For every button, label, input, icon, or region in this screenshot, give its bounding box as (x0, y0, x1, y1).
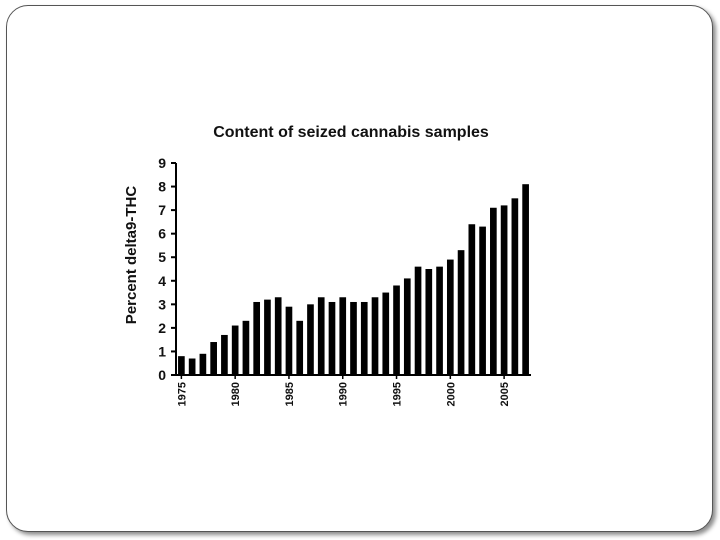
bar (393, 285, 400, 375)
bar (500, 205, 508, 375)
y-tick-label: 5 (158, 249, 166, 265)
y-tick-label: 7 (158, 202, 166, 218)
plot-area: 0 1 2 3 4 5 6 7 8 9 1975 1980 1985 1990 1995 2000 2005 (158, 155, 531, 406)
slide-frame (6, 5, 713, 532)
bar (350, 301, 357, 375)
x-tick-label: 1995 (392, 382, 404, 406)
bar (274, 297, 282, 375)
bar (511, 198, 519, 375)
bar (414, 266, 422, 375)
bar (479, 226, 486, 375)
bar (360, 301, 368, 375)
bar (178, 356, 185, 375)
bar (199, 353, 207, 375)
bar (328, 301, 336, 375)
y-axis-label: Percent delta9-THC (123, 186, 140, 325)
x-tick-label: 1975 (176, 382, 188, 406)
bar (457, 250, 465, 375)
bar (221, 334, 228, 375)
x-tick-label: 2000 (445, 382, 457, 406)
bar (242, 320, 250, 375)
bar (317, 297, 325, 375)
bar (522, 184, 529, 375)
bar (188, 358, 196, 375)
x-tick-label: 1990 (338, 382, 350, 406)
y-tick-label: 8 (158, 179, 166, 195)
bar (468, 224, 476, 375)
bar (382, 292, 390, 375)
y-tick-label: 4 (158, 273, 166, 289)
x-tick-label: 1985 (284, 382, 296, 406)
bar (446, 259, 454, 375)
bar (339, 297, 347, 375)
y-tick-label: 9 (158, 155, 166, 171)
y-tick-label: 3 (158, 296, 166, 312)
bar (296, 320, 304, 375)
bar (210, 342, 217, 375)
bar (425, 269, 433, 375)
bar (231, 325, 239, 375)
x-tick-label: 1980 (230, 382, 242, 406)
bar (264, 299, 271, 375)
chart-title: Content of seized cannabis samples (213, 124, 489, 141)
bar (436, 266, 443, 375)
y-tick-label: 6 (158, 226, 166, 242)
y-tick-label: 2 (158, 320, 166, 336)
bar (490, 207, 497, 375)
bar (307, 304, 314, 375)
x-tick-label: 2005 (499, 382, 511, 406)
bar (285, 306, 293, 375)
bar (403, 278, 411, 375)
bar (253, 301, 261, 375)
bar (371, 297, 379, 375)
y-tick-label: 1 (158, 343, 166, 359)
y-tick-label: 0 (158, 367, 166, 383)
